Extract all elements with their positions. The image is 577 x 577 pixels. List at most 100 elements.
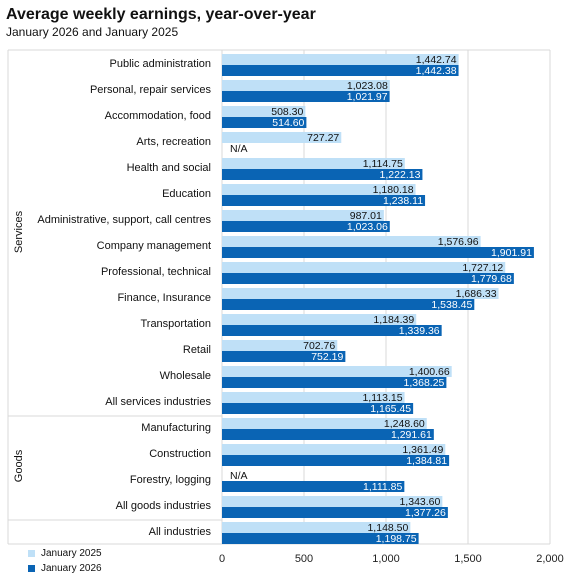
x-tick-label-1000: 1,000: [372, 553, 400, 565]
bar-2025: [222, 236, 481, 247]
category-label: Health and social: [127, 162, 211, 174]
data-label: 1,779.68: [471, 273, 512, 285]
bar-2026: [222, 247, 534, 258]
bar-2026: [222, 377, 447, 388]
data-label: 1,114.75: [363, 158, 403, 170]
category-label: All goods industries: [116, 500, 212, 512]
bar-2026: [222, 117, 307, 128]
data-label: 1,021.97: [347, 91, 388, 103]
bar-2026: [222, 91, 390, 102]
bar-2026: [222, 533, 419, 544]
bar-2025: [222, 54, 459, 65]
category-label: Construction: [149, 448, 211, 460]
category-label: Transportation: [140, 318, 211, 330]
data-label: 1,361.49: [402, 444, 443, 456]
category-label: Arts, recreation: [136, 136, 211, 148]
legend-swatch-2026: [28, 565, 35, 572]
data-label: 1,400.66: [409, 366, 450, 378]
category-label: All industries: [149, 526, 212, 538]
legend-item-2026: January 2026: [28, 561, 102, 576]
data-label: 1,343.60: [399, 496, 440, 508]
bar-2025: [222, 158, 405, 169]
bar-2026: [222, 351, 346, 362]
category-label: Public administration: [110, 58, 212, 70]
category-label: Professional, technical: [101, 266, 211, 278]
data-label: 1,248.60: [384, 418, 425, 430]
bar-2026: [222, 455, 450, 466]
bar-2026: [222, 195, 426, 206]
bar-2026: [222, 429, 434, 440]
data-label-na: N/A: [230, 143, 248, 155]
data-label: 1,727.12: [462, 262, 503, 274]
category-label: All services industries: [105, 396, 211, 408]
bar-2025: [222, 262, 506, 273]
category-label: Company management: [97, 240, 211, 252]
data-label: 1,023.08: [347, 80, 388, 92]
data-label: 1,111.85: [363, 481, 402, 493]
data-label: 1,368.25: [404, 377, 445, 389]
data-label: 1,165.45: [370, 403, 411, 415]
data-label: 1,442.74: [416, 54, 457, 66]
data-label: 1,148.50: [367, 522, 408, 534]
data-label: 987.01: [350, 210, 382, 222]
data-label: 1,291.61: [391, 429, 432, 441]
bar-2026: [222, 325, 442, 336]
bar-2025: [222, 210, 384, 221]
bar-2025: [222, 366, 452, 377]
category-label: Wholesale: [160, 370, 211, 382]
bar-2025: [222, 418, 427, 429]
data-label-na: N/A: [230, 470, 248, 482]
group-label: Goods: [13, 449, 25, 482]
data-label: 1,184.39: [373, 314, 414, 326]
bar-2026: [222, 221, 390, 232]
data-label: 1,901.91: [491, 247, 532, 259]
category-label: Manufacturing: [141, 422, 211, 434]
legend-item-2025: January 2025: [28, 546, 102, 561]
bar-2025: [222, 340, 338, 351]
category-label: Finance, Insurance: [117, 292, 211, 304]
bar-2026: [222, 507, 448, 518]
data-label: 1,686.33: [456, 288, 497, 300]
bar-2026: [222, 169, 423, 180]
bar-2025: [222, 314, 417, 325]
bar-2025: [222, 106, 306, 117]
data-label: 1,238.11: [383, 195, 423, 207]
data-label: 1,377.26: [405, 507, 446, 519]
x-tick-label-0: 0: [219, 553, 225, 565]
category-label: Accommodation, food: [105, 110, 211, 122]
x-tick-label-2000: 2,000: [536, 553, 564, 565]
data-label: 1,538.45: [431, 299, 472, 311]
bar-2026: [222, 403, 414, 414]
legend-label-2025: January 2025: [41, 548, 102, 559]
bar-2025: [222, 184, 416, 195]
category-label: Education: [162, 188, 211, 200]
category-label: Retail: [183, 344, 211, 356]
bar-2025: [222, 288, 499, 299]
data-label: 1,384.81: [406, 455, 447, 467]
data-label: 1,180.18: [373, 184, 414, 196]
bar-2025: [222, 392, 405, 403]
data-label: 508.30: [271, 106, 303, 118]
chart-title: Average weekly earnings, year-over-year: [6, 6, 316, 23]
legend: January 2025 January 2026: [28, 546, 102, 576]
bar-2025: [222, 132, 342, 143]
x-tick-label-500: 500: [295, 553, 313, 565]
bar-2026: [222, 65, 459, 76]
bar-2025: [222, 496, 443, 507]
data-label: 1,442.38: [416, 65, 457, 77]
data-label: 1,198.75: [376, 533, 417, 545]
bar-2025: [222, 80, 390, 91]
category-label: Administrative, support, call centres: [37, 214, 211, 226]
bar-2026: [222, 273, 514, 284]
category-label: Forestry, logging: [130, 474, 211, 486]
data-label: 702.76: [303, 340, 335, 352]
data-label: 1,023.06: [347, 221, 388, 233]
data-label: 1,113.15: [362, 392, 402, 404]
x-tick-label-1500: 1,500: [454, 553, 482, 565]
bar-2025: [222, 522, 411, 533]
data-label: 727.27: [307, 132, 339, 144]
data-label: 752.19: [311, 351, 343, 363]
chart-subtitle: January 2026 and January 2025: [6, 25, 179, 39]
data-label: 1,339.36: [399, 325, 440, 337]
bar-2025: [222, 444, 446, 455]
